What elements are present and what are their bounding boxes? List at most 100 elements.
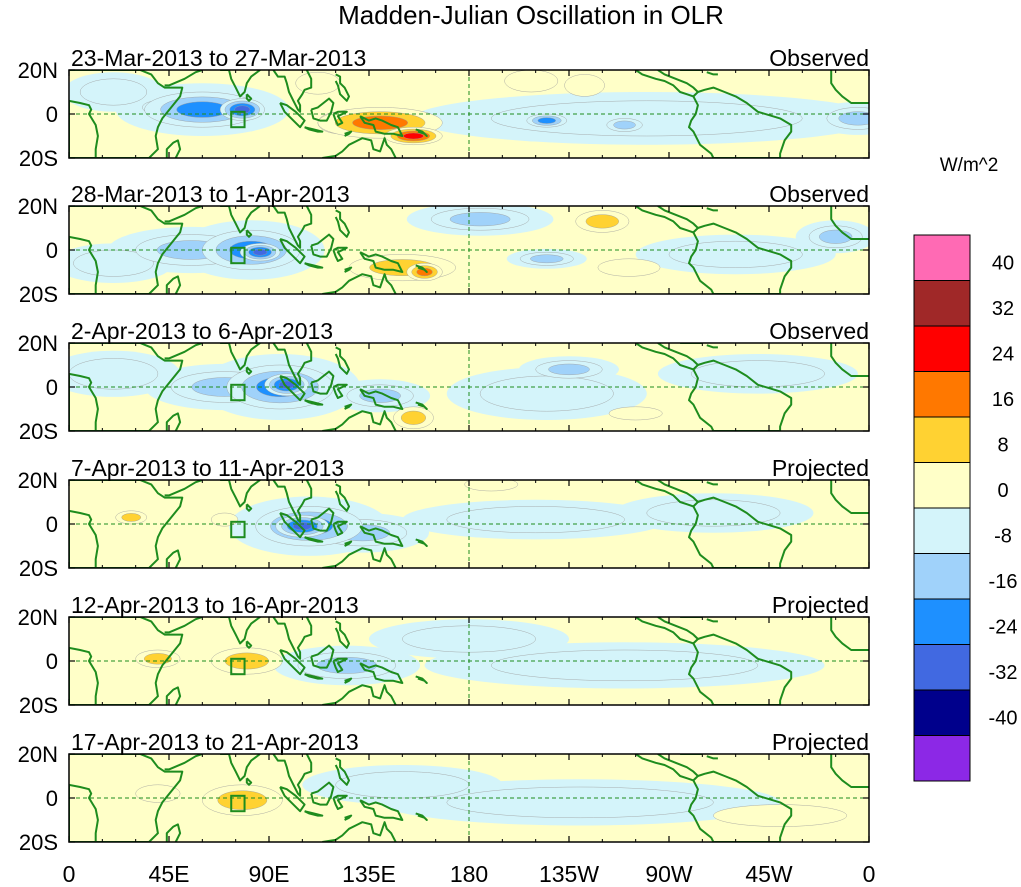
coastline xyxy=(332,110,348,126)
coastline xyxy=(69,70,184,158)
anomaly-contour xyxy=(252,248,268,256)
anomaly-contour xyxy=(597,258,661,277)
colorbar-label: 40 xyxy=(992,253,1014,275)
coastline xyxy=(334,757,350,786)
panel-1: 20N 0 20S 23-Mar-2013 to 27-Mar-2013 Observe… xyxy=(18,45,870,171)
coastline xyxy=(830,480,869,514)
coastline xyxy=(304,810,324,817)
coastline xyxy=(415,264,428,273)
anomaly-contour xyxy=(335,771,470,799)
coastline xyxy=(164,70,203,87)
y-tick-label: 20S xyxy=(19,693,58,718)
coastline xyxy=(688,633,793,705)
y-tick-label: 20N xyxy=(18,331,58,356)
y-tick-label: 20N xyxy=(18,605,58,630)
coastline xyxy=(332,657,348,673)
panel-status-label: Projected xyxy=(772,592,869,618)
anomaly-contour xyxy=(838,111,869,126)
coastline xyxy=(415,538,428,547)
coastline xyxy=(322,684,397,705)
colorbar-swatch xyxy=(913,735,971,782)
coastline xyxy=(344,814,353,821)
anomaly-field xyxy=(69,754,869,842)
coastline xyxy=(272,754,313,797)
anomaly-contour xyxy=(400,410,426,425)
coastline xyxy=(165,412,182,431)
coastline xyxy=(245,229,253,238)
coastline xyxy=(304,126,324,133)
coastline xyxy=(415,128,428,137)
coastline xyxy=(688,86,793,158)
coastline xyxy=(322,547,397,568)
anomaly-contour xyxy=(121,513,141,522)
coastline xyxy=(304,399,324,406)
coastline xyxy=(279,649,306,676)
coastline xyxy=(359,115,404,137)
coastline xyxy=(415,812,428,821)
y-tick-label: 20N xyxy=(18,58,58,83)
colorbar-swatch xyxy=(913,462,971,509)
coastline xyxy=(830,617,869,651)
y-tick-label: 20S xyxy=(19,830,58,855)
coastline xyxy=(830,754,869,788)
anomaly-contour xyxy=(416,267,433,277)
coastline xyxy=(165,275,182,294)
coastline xyxy=(164,206,203,223)
coastline xyxy=(706,207,718,212)
coastline xyxy=(635,70,699,98)
anomaly-contour xyxy=(446,506,625,533)
coastline xyxy=(310,233,335,258)
panel-status-label: Projected xyxy=(772,455,869,481)
y-tick-label: 20N xyxy=(18,742,58,767)
coastline xyxy=(164,754,203,771)
coastline xyxy=(310,97,335,122)
coastline xyxy=(220,343,261,371)
colorbar: W/m^2 40 32 24 16 8 0 -8 -16 -24 -32 -40 xyxy=(913,155,1018,782)
coastline xyxy=(635,206,699,234)
coastline xyxy=(69,480,184,568)
anomaly-field xyxy=(69,206,869,294)
coastline xyxy=(165,139,182,158)
coastline xyxy=(359,251,404,273)
coastline xyxy=(359,388,404,410)
coastline xyxy=(310,370,335,395)
panel-period-label: 17-Apr-2013 to 21-Apr-2013 xyxy=(71,729,359,755)
colorbar-label: -32 xyxy=(989,662,1018,684)
anomaly-contour xyxy=(548,363,590,376)
anomaly-contour xyxy=(479,375,614,412)
panel-2: 20N 0 20S 28-Mar-2013 to 1-Apr-2013 Observed xyxy=(18,181,870,307)
coastline xyxy=(359,662,404,684)
anomaly-contour xyxy=(564,74,605,97)
coastline xyxy=(69,343,184,431)
anomaly-contour xyxy=(449,212,511,227)
anomaly-contour xyxy=(491,649,759,681)
colorbar-label: 32 xyxy=(992,298,1014,320)
coastline xyxy=(304,673,324,680)
coastline xyxy=(220,206,261,234)
coastline xyxy=(688,770,793,842)
y-tick-label: 20S xyxy=(19,146,58,171)
x-tick-label: 135E xyxy=(342,861,396,887)
coastline xyxy=(220,617,261,645)
coastline xyxy=(279,102,306,129)
panels-group: 20N 0 20S 23-Mar-2013 to 27-Mar-2013 Observe… xyxy=(18,45,870,855)
anomaly-contour xyxy=(713,804,847,827)
coastline xyxy=(359,525,404,547)
anomaly-contour xyxy=(491,100,803,137)
y-tick-label: 0 xyxy=(46,786,58,811)
coastline xyxy=(165,823,182,842)
y-tick-label: 20S xyxy=(19,282,58,307)
colorbar-units-label: W/m^2 xyxy=(940,155,999,176)
coastline xyxy=(279,786,306,813)
region-box xyxy=(230,383,246,402)
coastline xyxy=(245,93,253,102)
y-tick-label: 0 xyxy=(46,238,58,263)
coastline xyxy=(220,480,261,508)
coastline xyxy=(304,262,324,269)
x-tick-label: 180 xyxy=(450,861,488,887)
colorbar-swatch xyxy=(913,507,971,554)
coastline xyxy=(245,366,253,375)
x-tick-label: 90W xyxy=(645,861,693,887)
region-box xyxy=(230,794,246,813)
